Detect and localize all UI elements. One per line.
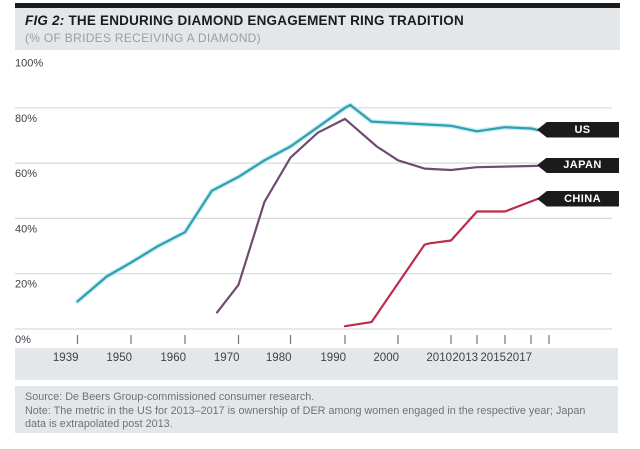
svg-text:100%: 100%	[15, 58, 43, 70]
figure-header: FIG 2: THE ENDURING DIAMOND ENGAGEMENT RI…	[15, 8, 620, 50]
figure-number: FIG 2:	[25, 13, 65, 28]
series-tag-us: US	[537, 122, 619, 138]
series-tag-japan-label: JAPAN	[563, 159, 602, 172]
header-accent-bar	[15, 3, 620, 8]
figure-subtitle: (% OF BRIDES RECEIVING A DIAMOND)	[25, 31, 261, 45]
svg-text:20%: 20%	[15, 279, 37, 291]
svg-text:60%: 60%	[15, 168, 37, 180]
x-axis-band	[15, 348, 618, 380]
series-tag-japan: JAPAN	[537, 157, 619, 173]
series-tag-us-label: US	[574, 123, 591, 136]
figure-title: FIG 2: THE ENDURING DIAMOND ENGAGEMENT RI…	[25, 13, 620, 28]
figure-title-text: THE ENDURING DIAMOND ENGAGEMENT RING TRA…	[68, 13, 464, 28]
svg-text:0%: 0%	[15, 334, 31, 346]
note-text: Note: The metric in the US for 2013–2017…	[25, 404, 586, 431]
series-tag-china: CHINA	[537, 191, 619, 207]
source-text: Source: De Beers Group-commissioned cons…	[25, 391, 315, 403]
series-tag-china-label: CHINA	[564, 192, 601, 205]
footnote-box: Source: De Beers Group-commissioned cons…	[15, 386, 618, 433]
svg-text:40%: 40%	[15, 223, 37, 235]
svg-text:80%: 80%	[15, 113, 37, 125]
